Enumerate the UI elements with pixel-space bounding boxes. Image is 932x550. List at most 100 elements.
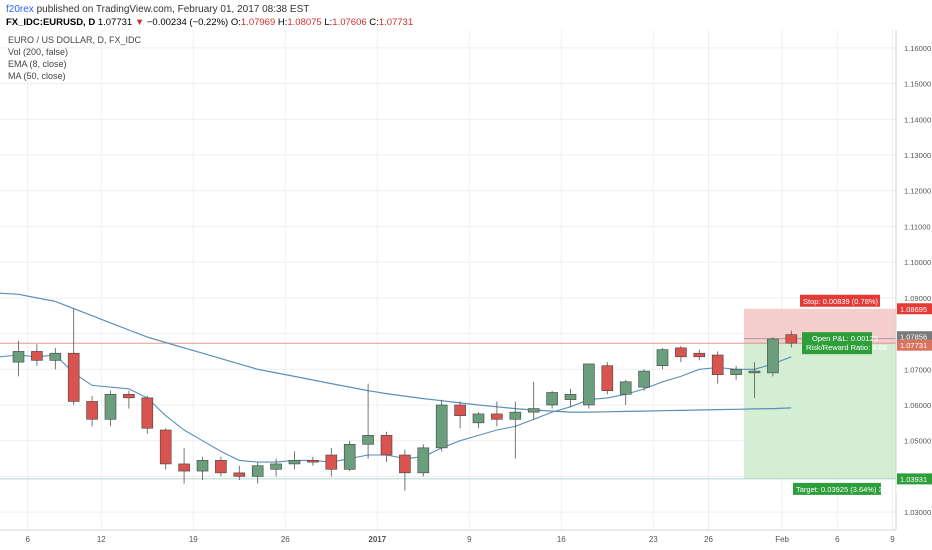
candle	[472, 413, 485, 424]
y-tick-label: 1.16000	[904, 44, 931, 53]
candle	[31, 351, 43, 361]
candle	[307, 460, 319, 463]
rr-label: Risk/Reward Ratio: 4.68	[806, 343, 887, 352]
candle	[693, 352, 706, 358]
candle	[159, 429, 172, 465]
candle	[454, 404, 466, 417]
ema-8-line	[0, 354, 792, 463]
price-badge-label: 1.07731	[900, 341, 927, 350]
y-tick-label: 1.11000	[904, 222, 931, 231]
y-tick-label: 1.06000	[904, 401, 931, 410]
candle	[270, 463, 282, 470]
price-badge	[897, 339, 932, 351]
low-value: 1.07606	[332, 17, 367, 28]
price-badge-label: 1.07856	[900, 333, 927, 342]
indicators	[0, 292, 792, 463]
candle	[435, 404, 448, 449]
candle	[527, 408, 540, 413]
price-badge-label: 1.03931	[900, 475, 927, 484]
price-badge-label: 1.08695	[900, 305, 927, 314]
candle	[325, 454, 338, 470]
legend-title: EURO / US DOLLAR, D, FX_IDC	[8, 35, 142, 45]
candle	[362, 435, 374, 445]
last-price: 1.07731	[97, 17, 133, 28]
y-tick-label: 1.14000	[904, 115, 931, 124]
x-tick-label: 9	[467, 535, 472, 544]
candle	[619, 381, 632, 395]
candle	[638, 370, 650, 388]
x-tick-label: 6	[25, 535, 30, 544]
legend-ema[interactable]: EMA (8, close)	[8, 59, 67, 69]
candle	[215, 460, 227, 474]
down-arrow-icon: ▼	[134, 17, 145, 28]
candle	[767, 338, 779, 374]
candle	[675, 347, 687, 358]
candle	[509, 411, 522, 420]
target-zone	[744, 343, 896, 479]
x-tick-label: 6	[835, 535, 840, 544]
candle	[380, 435, 393, 456]
open-value: 1.07969	[240, 17, 276, 28]
candle	[233, 472, 246, 477]
candle	[178, 463, 190, 472]
chart-legend: EURO / US DOLLAR, D, FX_IDC Vol (200, fa…	[8, 34, 141, 82]
candle	[417, 447, 430, 474]
target-label-box	[793, 482, 881, 495]
candle	[141, 397, 154, 429]
candle	[546, 392, 558, 406]
close-value: 1.07731	[378, 17, 414, 28]
y-tick-label: 1.12000	[904, 187, 931, 196]
stop-label: Stop: 0.00839 (0.78%) 83.9	[803, 297, 895, 306]
high-value: 1.08075	[287, 17, 322, 28]
target-label: Target: 0.03925 (3.64%) 392.5	[796, 485, 897, 494]
candle	[288, 460, 301, 465]
x-tick-label: 23	[649, 535, 658, 544]
price-badge	[897, 473, 932, 485]
candle	[49, 352, 62, 361]
price-axis: 1.16000 1.15000 1.14000 1.13000 1.12000 1.110…	[895, 30, 932, 530]
candle	[601, 365, 614, 392]
stop-label-box	[800, 294, 880, 307]
y-tick-label: 1.07000	[904, 365, 931, 374]
ma-50-line	[0, 292, 792, 413]
x-tick-label: 12	[97, 535, 106, 544]
author-link[interactable]: f20rex	[6, 4, 34, 15]
candle	[251, 465, 264, 477]
candle	[748, 370, 761, 374]
y-tick-label: 1.05000	[904, 437, 931, 446]
candle	[785, 334, 798, 344]
candle	[67, 352, 80, 402]
legend-ma[interactable]: MA (50, close)	[8, 71, 66, 81]
symbol-label: FX_IDC:EURUSD, D	[6, 17, 96, 28]
x-tick-label: 26	[704, 535, 713, 544]
x-tick-label: 26	[281, 535, 290, 544]
candle	[711, 354, 724, 375]
publish-info: f20rex published on TradingView.com, Feb…	[6, 4, 309, 15]
change-value: −0.00234 (−0.22%)	[146, 17, 229, 28]
ohlc-line: FX_IDC:EURUSD, D 1.07731 ▼ −0.00234 (−0.…	[6, 17, 414, 28]
pnl-label: Open P&L: 0.00125	[812, 334, 878, 343]
candle	[730, 368, 742, 375]
price-badge	[897, 303, 932, 315]
candle	[491, 413, 503, 420]
candle	[343, 443, 356, 470]
price-badge	[897, 331, 932, 343]
x-tick-label: 16	[557, 535, 566, 544]
legend-vol[interactable]: Vol (200, false)	[8, 47, 69, 57]
pnl-label-box	[802, 332, 872, 355]
candle	[564, 393, 577, 400]
y-tick-label: 1.15000	[904, 80, 931, 89]
candle	[123, 393, 135, 399]
candle	[399, 454, 411, 474]
candle	[656, 349, 669, 367]
candle	[104, 393, 117, 420]
candles	[12, 308, 798, 491]
y-tick-label: 1.13000	[904, 151, 931, 160]
published-text: published on TradingView.com, February 0…	[36, 4, 310, 15]
candle	[86, 401, 98, 420]
time-axis: 6 12 19 26 2017 9 16 23 26 Feb 6 9	[0, 529, 896, 544]
x-tick-label: 19	[189, 535, 198, 544]
position-labels: Stop: 0.00839 (0.78%) 83.9 Open P&L: 0.00…	[793, 294, 897, 495]
x-tick-label: Feb	[775, 535, 789, 544]
